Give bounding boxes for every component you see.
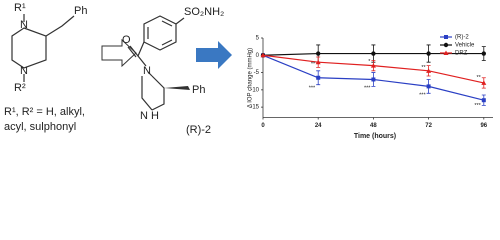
y-tick-label: 0 [256,53,260,59]
substituent-note: acyl, sulphonyl [4,121,76,133]
x-tick-label: 72 [425,123,432,129]
marker [443,42,449,48]
marker [371,77,376,82]
significance-label: ** [311,61,316,67]
marker [426,84,431,89]
significance-label: ** [477,75,482,81]
marker [371,51,376,56]
hollow-arrow [101,38,137,68]
significance-label: *** [474,103,481,109]
significance-label: *** [419,92,426,98]
marker [260,52,266,58]
compound-label: (R)-2 [186,124,211,136]
y-axis-label: Δ IOP change (mmHg) [248,48,254,108]
graphical-abstract: N R¹ Ph N R² R¹, R² = H, alkyl, acyl, su… [4,2,493,140]
y-tick-label: -15 [250,105,259,111]
atom-label: N [20,65,28,77]
group-label: SO₂NH₂ [184,6,224,18]
legend-label: (R)-2 [455,35,469,41]
atom-label: N [143,65,151,77]
bond [147,71,153,77]
atom-label: R¹ [14,2,26,14]
atom-label: N [20,19,28,31]
blue-arrow [196,41,232,69]
wedge-bond [164,86,190,90]
atom-label: Ph [74,5,87,17]
marker [316,51,321,56]
substituent-note: R¹, R² = H, alkyl, [4,106,85,118]
marker [443,50,449,55]
marker [370,63,376,68]
atom-label: O [122,34,131,46]
marker [481,80,487,85]
marker [444,35,448,39]
substituent-bonds [23,14,75,82]
significance-label: ** [421,65,426,71]
benzene-ring [143,15,177,51]
bonds [127,17,185,67]
marker [426,68,432,73]
scaffold-structure: N R¹ Ph N R² R¹, R² = H, alkyl, acyl, su… [4,2,87,133]
x-tick-label: 96 [480,123,487,129]
marker [481,98,486,103]
marker [315,59,321,65]
significance-label: * [368,59,371,65]
compound-structure: SO₂NH₂ O N N H Ph (R)-2 [122,6,224,136]
piperazine-ring [11,27,47,69]
y-tick-label: -5 [254,70,260,76]
atom-label: R² [14,82,26,94]
significance-label: *** [309,86,316,92]
x-tick-label: 24 [315,123,322,129]
page: N R¹ Ph N R² R¹, R² = H, alkyl, acyl, su… [4,1,493,140]
x-axis-label: Time (hours) [354,133,396,140]
legend-label: DRZ [455,51,468,57]
atom-label: Ph [192,84,205,96]
atom-label: N H [140,110,159,122]
marker [481,51,486,56]
y-tick-label: -10 [250,87,259,93]
x-tick-label: 0 [261,123,265,129]
x-tick-label: 48 [370,123,377,129]
legend-label: Vehicle [455,43,475,49]
chart: Δ IOP change (mmHg) Time (hours) 5 0 -5 -10… [248,35,493,140]
marker [426,51,431,56]
piperazine-ring [141,75,165,111]
significance-label: *** [364,86,371,92]
y-tick-label: 5 [256,36,260,42]
marker [316,75,321,80]
